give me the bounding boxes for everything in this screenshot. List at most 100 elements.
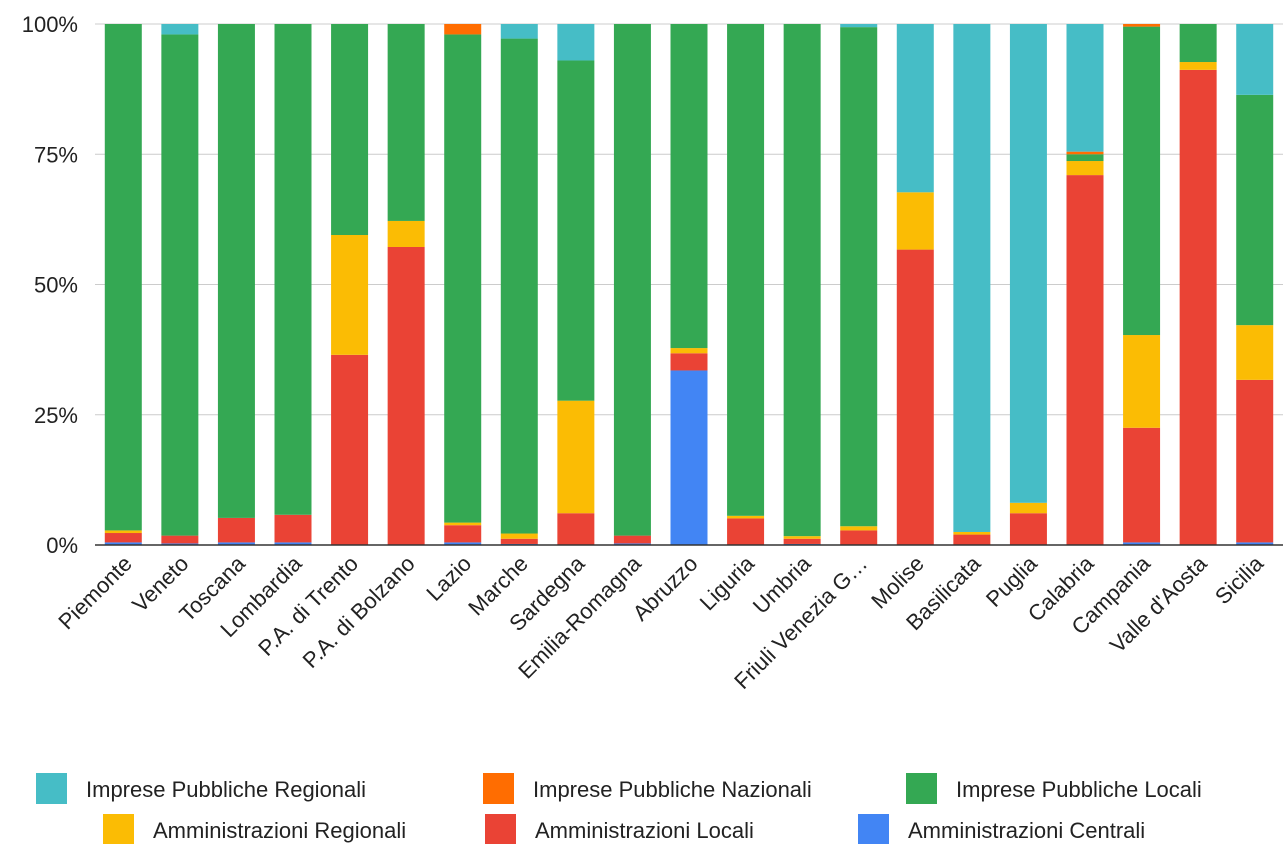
bar-segment-amministrazioni-locali[interactable] [500,538,538,544]
bar-segment-amministrazioni-locali[interactable] [557,513,595,545]
bar-segment-amministrazioni-locali[interactable] [1009,513,1047,545]
legend-swatch-amministrazioni-regionali [103,814,134,844]
legend: Imprese Pubbliche Regionali Imprese Pubbl… [36,773,1202,844]
bar-segment-imprese-pubbliche-locali[interactable] [500,38,538,534]
legend-label-amministrazioni-regionali: Amministrazioni Regionali [153,818,406,843]
bar-segment-amministrazioni-regionali[interactable] [1123,335,1161,428]
bar-segment-imprese-pubbliche-locali[interactable] [1066,154,1104,162]
bar-segment-amministrazioni-regionali[interactable] [1236,325,1274,380]
bar-segment-amministrazioni-regionali[interactable] [953,531,991,535]
bars-layer [104,24,1274,546]
bar-segment-imprese-pubbliche-regionali[interactable] [953,24,991,532]
x-tick-label: Piemonte [53,551,136,634]
bar-segment-imprese-pubbliche-regionali[interactable] [1236,24,1274,95]
legend-swatch-amministrazioni-centrali [858,814,889,844]
bar-segment-imprese-pubbliche-locali[interactable] [1123,26,1161,336]
bar-segment-imprese-pubbliche-locali[interactable] [670,24,708,349]
bar-segment-imprese-pubbliche-locali[interactable] [613,24,651,536]
bar-segment-imprese-pubbliche-locali[interactable] [387,24,425,221]
bar-segment-imprese-pubbliche-locali[interactable] [783,24,821,537]
bar-segment-amministrazioni-centrali[interactable] [274,542,312,545]
bar-segment-amministrazioni-regionali[interactable] [727,515,765,519]
y-tick-label: 25% [34,403,78,428]
bar-segment-amministrazioni-locali[interactable] [1066,175,1104,545]
bar-segment-imprese-pubbliche-nazionali[interactable] [444,24,482,35]
bar-segment-amministrazioni-centrali[interactable] [444,542,482,545]
bar-segment-imprese-pubbliche-regionali[interactable] [896,24,934,193]
bar-segment-amministrazioni-locali[interactable] [727,518,765,545]
bar-segment-imprese-pubbliche-regionali[interactable] [161,24,199,35]
bar-segment-amministrazioni-regionali[interactable] [331,235,369,355]
legend-swatch-amministrazioni-locali [485,814,516,844]
bar-segment-imprese-pubbliche-regionali[interactable] [1009,24,1047,503]
bar-segment-amministrazioni-locali[interactable] [1179,69,1217,546]
bar-segment-amministrazioni-regionali[interactable] [896,192,934,250]
bar-segment-amministrazioni-centrali[interactable] [217,542,255,545]
bar-segment-amministrazioni-regionali[interactable] [783,536,821,539]
legend-label-amministrazioni-centrali: Amministrazioni Centrali [908,818,1145,843]
bar-segment-imprese-pubbliche-regionali[interactable] [1066,24,1104,152]
bar-segment-amministrazioni-locali[interactable] [613,535,651,544]
bar-segment-imprese-pubbliche-locali[interactable] [274,24,312,515]
bar-segment-amministrazioni-locali[interactable] [1123,427,1161,543]
bar-segment-amministrazioni-regionali[interactable] [387,220,425,247]
bar-segment-amministrazioni-locali[interactable] [104,533,142,543]
bar-segment-amministrazioni-regionali[interactable] [444,522,482,526]
bar-segment-amministrazioni-regionali[interactable] [104,530,142,534]
y-tick-label: 50% [34,273,78,298]
bar-segment-imprese-pubbliche-locali[interactable] [1236,94,1274,326]
bar-segment-amministrazioni-locali[interactable] [670,353,708,371]
bar-segment-amministrazioni-regionali[interactable] [1066,161,1104,176]
bar-segment-amministrazioni-locali[interactable] [161,535,199,544]
bar-segment-amministrazioni-regionali[interactable] [557,400,595,514]
bar-segment-imprese-pubbliche-locali[interactable] [727,24,765,516]
bar-segment-amministrazioni-locali[interactable] [953,534,991,545]
bar-segment-amministrazioni-regionali[interactable] [1179,62,1217,70]
y-tick-label: 0% [46,533,78,558]
bar-segment-amministrazioni-locali[interactable] [331,354,369,545]
bar-segment-amministrazioni-centrali[interactable] [1236,542,1274,545]
bar-segment-imprese-pubbliche-nazionali[interactable] [1123,24,1161,27]
bar-segment-imprese-pubbliche-locali[interactable] [217,24,255,518]
legend-swatch-imprese-pubbliche-regionali [36,773,67,804]
bar-segment-amministrazioni-centrali[interactable] [1123,542,1161,545]
legend-label-imprese-pubbliche-nazionali: Imprese Pubbliche Nazionali [533,777,812,802]
bar-segment-amministrazioni-locali[interactable] [217,517,255,543]
x-tick-label: Sicilia [1210,550,1269,609]
bar-segment-amministrazioni-centrali[interactable] [104,542,142,545]
bar-segment-amministrazioni-regionali[interactable] [1009,502,1047,514]
bar-segment-imprese-pubbliche-regionali[interactable] [500,24,538,39]
legend-swatch-imprese-pubbliche-nazionali [483,773,514,804]
legend-label-imprese-pubbliche-locali: Imprese Pubbliche Locali [956,777,1202,802]
bar-segment-amministrazioni-regionali[interactable] [670,348,708,354]
bar-segment-amministrazioni-regionali[interactable] [500,533,538,539]
bar-segment-imprese-pubbliche-locali[interactable] [331,24,369,236]
bar-segment-imprese-pubbliche-locali[interactable] [840,27,878,527]
bar-segment-amministrazioni-regionali[interactable] [840,526,878,531]
bar-segment-imprese-pubbliche-regionali[interactable] [557,24,595,61]
bar-segment-imprese-pubbliche-locali[interactable] [161,34,199,536]
bar-segment-amministrazioni-locali[interactable] [1236,379,1274,543]
y-tick-label: 75% [34,142,78,167]
legend-label-imprese-pubbliche-regionali: Imprese Pubbliche Regionali [86,777,366,802]
bar-segment-amministrazioni-centrali[interactable] [613,543,651,545]
bar-segment-amministrazioni-centrali[interactable] [161,543,199,545]
bar-segment-imprese-pubbliche-locali[interactable] [1179,24,1217,63]
bar-segment-amministrazioni-locali[interactable] [444,525,482,543]
bar-segment-amministrazioni-locali[interactable] [274,514,312,543]
bar-segment-amministrazioni-centrali[interactable] [670,370,708,545]
bar-segment-amministrazioni-locali[interactable] [840,530,878,545]
bar-segment-amministrazioni-locali[interactable] [783,538,821,544]
legend-label-amministrazioni-locali: Amministrazioni Locali [535,818,754,843]
bar-segment-amministrazioni-locali[interactable] [896,249,934,545]
bar-segment-imprese-pubbliche-nazionali[interactable] [1066,151,1104,155]
x-tick-label: Liguria [695,550,760,615]
bar-segment-imprese-pubbliche-regionali[interactable] [840,24,878,28]
bar-segment-imprese-pubbliche-locali[interactable] [104,24,142,531]
bar-segment-imprese-pubbliche-locali[interactable] [444,34,482,523]
bar-segment-amministrazioni-locali[interactable] [387,246,425,545]
y-tick-label: 100% [22,12,78,37]
bar-segment-imprese-pubbliche-locali[interactable] [557,60,595,401]
